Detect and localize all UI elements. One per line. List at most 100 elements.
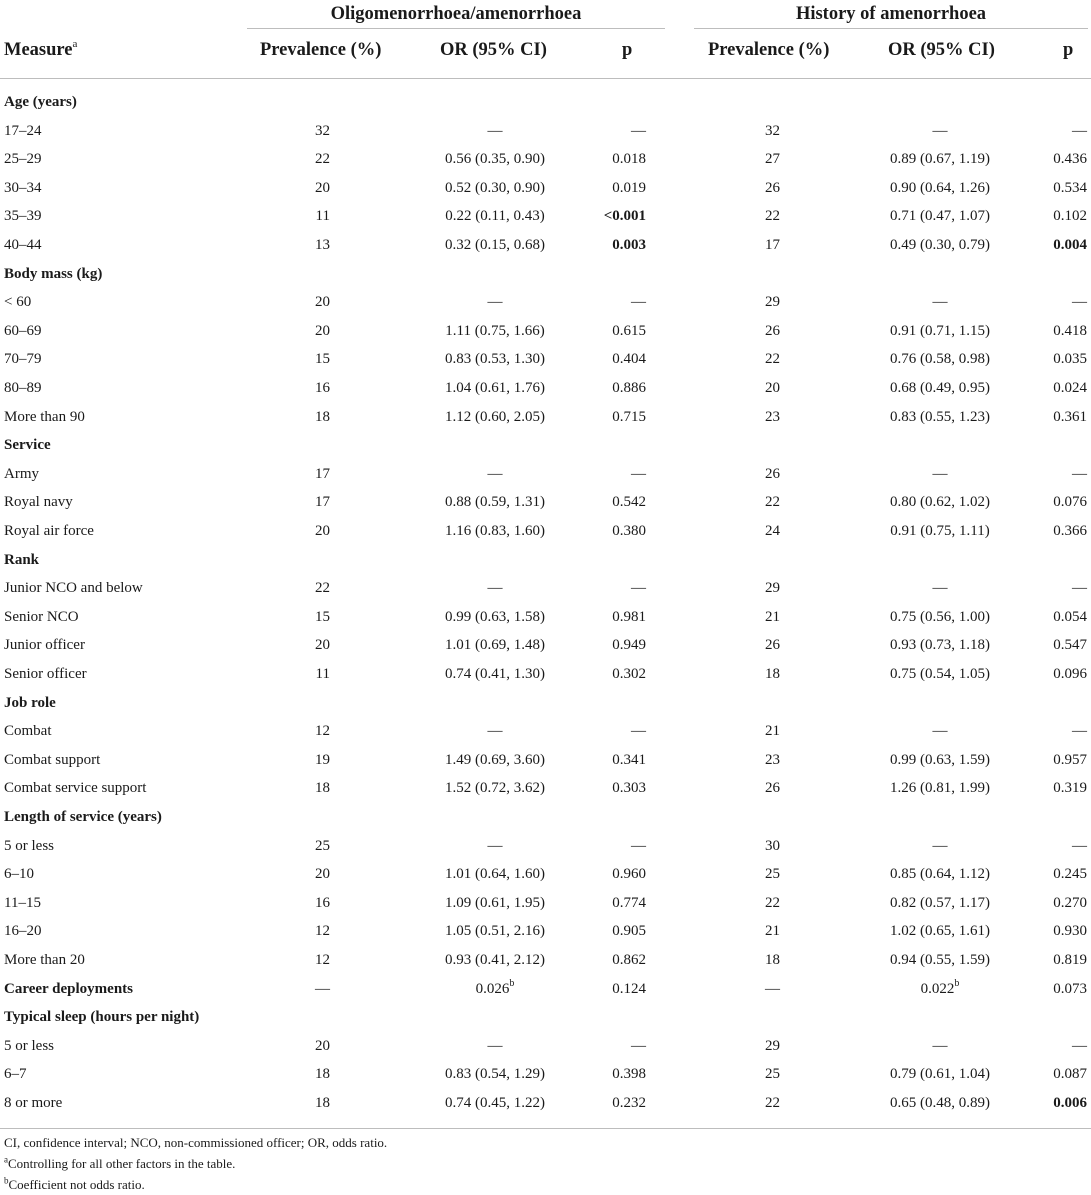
cell-or1: 0.32 (0.15, 0.68) xyxy=(420,231,570,259)
cell-value: 0.79 (0.61, 1.04) xyxy=(890,1066,990,1083)
cell-or2: 0.022b xyxy=(865,975,1015,1003)
cell-value: 22 xyxy=(765,208,780,225)
cell-value: 32 xyxy=(765,122,780,139)
cell-or1: 0.99 (0.63, 1.58) xyxy=(420,603,570,631)
table-row: Junior NCO and below 22 — — 29 — — xyxy=(0,574,1091,602)
cell-value: — xyxy=(631,465,646,482)
table-row: 6–10 20 1.01 (0.64, 1.60) 0.960 25 0.85 (0.64… xyxy=(0,860,1091,888)
cell-or2: 0.94 (0.55, 1.59) xyxy=(865,946,1015,974)
cell-value: 0.270 xyxy=(1053,894,1087,911)
cell-value: 18 xyxy=(315,780,330,797)
row-label: Body mass (kg) xyxy=(4,265,103,282)
cell-value: 20 xyxy=(315,523,330,539)
cell-value: 0.91 (0.71, 1.15) xyxy=(890,322,990,339)
cell-or1: — xyxy=(420,460,570,488)
cell-p1: 0.774 xyxy=(580,889,646,917)
cell-or1: 0.83 (0.54, 1.29) xyxy=(420,1060,570,1088)
cell-value: 0.022 xyxy=(920,980,955,997)
cell-value: 13 xyxy=(315,237,330,253)
cell-value: 12 xyxy=(315,923,330,940)
cell-value: 0.82 (0.57, 1.17) xyxy=(890,894,990,911)
column-header-row: Measurea Prevalence (%) OR (95% CI) p Pr… xyxy=(0,36,1091,78)
cell-prev1: 17 xyxy=(290,488,330,516)
cell-value: 0.83 (0.54, 1.29) xyxy=(445,1066,545,1083)
header-rule xyxy=(0,78,1091,79)
cell-prev2: 23 xyxy=(740,746,780,774)
cell-value: 1.26 (0.81, 1.99) xyxy=(890,780,990,797)
cell-value: 1.01 (0.69, 1.48) xyxy=(445,637,545,654)
cell-value: 0.56 (0.35, 0.90) xyxy=(445,151,545,168)
cell-value: — xyxy=(487,122,503,139)
cell-or1: — xyxy=(420,117,570,145)
cell-or2: — xyxy=(865,574,1015,602)
cell-value: 0.102 xyxy=(1053,208,1087,225)
cell-value: 20 xyxy=(315,866,330,883)
cell-value: 29 xyxy=(765,294,780,311)
row-label: Royal navy xyxy=(4,494,73,511)
cell-value: 1.02 (0.65, 1.61) xyxy=(890,923,990,940)
cell-value: 1.05 (0.51, 2.16) xyxy=(445,923,545,940)
row-label: Army xyxy=(4,465,39,482)
cell-value: 1.04 (0.61, 1.76) xyxy=(445,380,545,396)
row-label: Rank xyxy=(4,551,40,568)
column-header-measure: Measurea xyxy=(4,38,77,61)
cell-or1: — xyxy=(420,288,570,316)
cell-p1: 0.981 xyxy=(580,603,646,631)
cell-value: — xyxy=(1072,1037,1087,1054)
cell-value: 16 xyxy=(315,380,330,396)
cell-p2: — xyxy=(1020,717,1087,745)
cell-or2: 0.49 (0.30, 0.79) xyxy=(865,231,1015,259)
cell-or1: 0.22 (0.11, 0.43) xyxy=(420,202,570,230)
cell-value: 0.303 xyxy=(612,780,646,797)
footnote: aControlling for all other factors in th… xyxy=(4,1155,235,1173)
cell-or2: — xyxy=(865,717,1015,745)
group-underline xyxy=(694,28,1088,29)
table-row: 70–79 15 0.83 (0.53, 1.30) 0.404 22 0.76 (0.5… xyxy=(0,345,1091,373)
cell-value: — xyxy=(487,465,503,482)
cell-value: — xyxy=(631,122,646,139)
cell-value: — xyxy=(487,837,503,854)
cell-or2: 0.79 (0.61, 1.04) xyxy=(865,1060,1015,1088)
cell-value: — xyxy=(315,980,330,997)
cell-p2: 0.035 xyxy=(1020,345,1087,373)
row-label: Junior NCO and below xyxy=(4,580,143,597)
cell-value: — xyxy=(765,980,780,997)
cell-p2: 0.366 xyxy=(1020,517,1087,545)
cell-value: 32 xyxy=(315,122,330,139)
cell-value: 0.99 (0.63, 1.58) xyxy=(445,608,545,625)
cell-p2: 0.006 xyxy=(1020,1089,1087,1117)
cell-value: — xyxy=(631,1037,646,1054)
cell-p2: 0.054 xyxy=(1020,603,1087,631)
cell-value: 26 xyxy=(765,780,780,797)
cell-prev1: 32 xyxy=(290,117,330,145)
cell-value: 21 xyxy=(765,923,780,940)
cell-or1: 0.026b xyxy=(420,975,570,1003)
row-label: Job role xyxy=(4,694,56,711)
cell-prev1: 11 xyxy=(290,202,330,230)
cell-value: — xyxy=(932,723,948,740)
cell-prev2: 17 xyxy=(740,231,780,259)
section-header-row: Career deployments —0.026b 0.124—0.022b 0.0… xyxy=(0,975,1091,1003)
cell-value: <0.001 xyxy=(603,208,646,225)
cell-value: 0.054 xyxy=(1053,608,1087,625)
row-label: 80–89 xyxy=(4,380,42,396)
cell-p1: 0.380 xyxy=(580,517,646,545)
cell-or1: 0.56 (0.35, 0.90) xyxy=(420,145,570,173)
cell-p1: 0.960 xyxy=(580,860,646,888)
cell-prev1: 22 xyxy=(290,574,330,602)
cell-value: 1.49 (0.69, 3.60) xyxy=(445,751,545,768)
cell-prev1: 15 xyxy=(290,345,330,373)
cell-value: 1.52 (0.72, 3.62) xyxy=(445,780,545,797)
section-header-row: Service xyxy=(0,431,1091,459)
cell-p1: <0.001 xyxy=(580,202,646,230)
cell-value: 0.957 xyxy=(1053,751,1087,768)
cell-value: 0.71 (0.47, 1.07) xyxy=(890,208,990,225)
table-row: Combat service support 18 1.52 (0.72, 3.62… xyxy=(0,774,1091,802)
footnote-text: CI, confidence interval; NCO, non-commis… xyxy=(4,1135,388,1150)
table-row: Combat 12 — — 21 — — xyxy=(0,717,1091,745)
cell-value: — xyxy=(932,294,948,311)
row-label: More than 20 xyxy=(4,952,85,968)
cell-value: 0.74 (0.45, 1.22) xyxy=(445,1095,545,1111)
cell-p1: — xyxy=(580,574,646,602)
cell-value: 0.026 xyxy=(475,980,510,997)
